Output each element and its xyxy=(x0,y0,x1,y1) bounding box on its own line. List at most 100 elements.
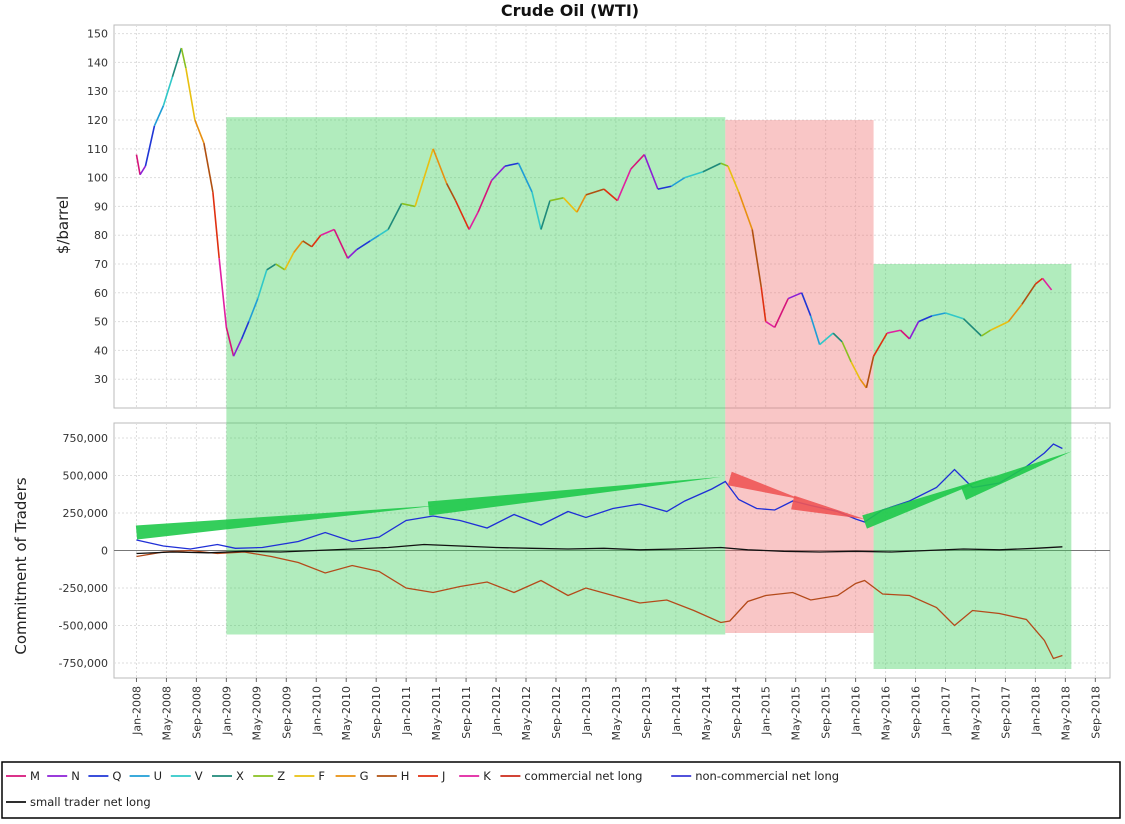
price-segment xyxy=(320,228,335,236)
legend-label: commercial net long xyxy=(524,769,642,783)
x-tick-label: Sep-2011 xyxy=(460,686,473,739)
price-segment xyxy=(1007,303,1023,323)
price-segment xyxy=(284,252,295,271)
price-segment xyxy=(240,321,250,340)
price-segment xyxy=(886,329,901,334)
price-segment xyxy=(180,47,187,69)
price-segment xyxy=(477,180,493,213)
legend-label: Z xyxy=(277,769,285,783)
price-y-tick-label: 120 xyxy=(87,114,108,127)
x-tick-label: Jan-2013 xyxy=(580,686,593,736)
price-segment xyxy=(918,315,933,323)
price-segment xyxy=(414,148,434,207)
price-segment xyxy=(765,320,776,329)
price-segment xyxy=(990,320,1009,331)
x-tick-label: Jan-2011 xyxy=(400,686,413,736)
price-segment xyxy=(401,202,416,208)
legend-label: M xyxy=(30,769,40,783)
price-segment xyxy=(531,191,542,230)
x-tick-label: May-2010 xyxy=(340,686,353,741)
price-segment xyxy=(841,341,852,363)
x-tick-label: May-2016 xyxy=(880,686,893,741)
price-segment xyxy=(356,240,371,251)
price-segment xyxy=(144,125,156,167)
trend-arrow xyxy=(960,451,1072,501)
price-segment xyxy=(225,327,235,357)
cot-region-bearish xyxy=(725,423,874,633)
price-segment xyxy=(981,329,991,337)
cot-region-bullish xyxy=(873,423,1072,669)
price-segment xyxy=(585,188,605,196)
legend-label: non-commercial net long xyxy=(695,769,839,783)
region-connector-bullish xyxy=(226,408,726,423)
x-tick-label: Sep-2012 xyxy=(550,686,563,739)
price-segment xyxy=(1034,277,1044,285)
legend-label: J xyxy=(441,769,445,783)
price-segment xyxy=(378,228,389,236)
x-tick-label: Sep-2008 xyxy=(190,686,203,739)
x-tick-label: Sep-2015 xyxy=(820,686,833,739)
price-segment xyxy=(139,165,147,176)
price-segment xyxy=(945,312,964,320)
price-segment xyxy=(562,197,578,213)
cot-series-commercial-net-long xyxy=(136,549,1063,660)
trend-arrow xyxy=(427,477,721,516)
x-tick-label: May-2011 xyxy=(430,686,443,741)
price-segment xyxy=(504,162,519,167)
price-segment xyxy=(800,292,812,317)
price-y-tick-label: 140 xyxy=(87,56,108,69)
price-segment xyxy=(275,263,286,271)
x-tick-label: Sep-2018 xyxy=(1089,686,1102,739)
price-segment xyxy=(454,200,470,230)
price-segment xyxy=(135,154,141,175)
cot-y-tick-label: 250,000 xyxy=(63,507,109,520)
price-segment xyxy=(490,165,506,182)
x-tick-label: Jan-2015 xyxy=(760,686,773,736)
x-tick-label: Jan-2008 xyxy=(130,686,143,736)
price-segment xyxy=(727,165,740,193)
price-segment xyxy=(1041,277,1053,291)
x-tick-label: Sep-2014 xyxy=(730,686,743,739)
price-segment xyxy=(859,378,868,389)
legend-label: K xyxy=(483,769,491,783)
price-segment xyxy=(630,154,645,170)
x-tick-label: Sep-2009 xyxy=(280,686,293,739)
x-tick-label: Jan-2018 xyxy=(1029,686,1042,736)
x-tick-label: Jan-2017 xyxy=(939,686,952,736)
price-y-tick-label: 130 xyxy=(87,85,108,98)
x-tick-label: Sep-2010 xyxy=(370,686,383,739)
price-segment xyxy=(468,211,479,230)
legend-box xyxy=(1,761,1121,819)
price-y-tick-label: 70 xyxy=(94,258,108,271)
x-tick-label: Sep-2016 xyxy=(910,686,923,739)
price-segment xyxy=(760,286,767,322)
x-tick-label: May-2015 xyxy=(790,686,803,741)
price-y-tick-label: 90 xyxy=(94,200,108,213)
x-tick-label: May-2017 xyxy=(969,686,982,741)
cot-y-tick-label: 0 xyxy=(101,545,108,558)
cot-y-tick-label: 750,000 xyxy=(63,432,109,445)
price-segment xyxy=(257,269,268,299)
price-panel-background xyxy=(113,24,1111,409)
price-segment xyxy=(1021,283,1037,305)
price-segment xyxy=(218,258,228,328)
price-segment xyxy=(670,176,686,187)
price-region-bearish xyxy=(725,120,874,408)
price-y-axis-label: $/barrel xyxy=(54,196,72,254)
price-segment xyxy=(387,203,403,230)
price-segment xyxy=(865,355,875,389)
cot-y-tick-label: -750,000 xyxy=(59,657,108,670)
price-segment xyxy=(657,185,672,190)
cot-series-small-trader-net-long xyxy=(136,543,1063,555)
price-segment xyxy=(832,332,843,343)
x-tick-label: May-2009 xyxy=(250,686,263,741)
x-tick-label: Jan-2016 xyxy=(850,686,863,736)
price-segment xyxy=(931,312,946,317)
price-segment xyxy=(333,229,349,259)
price-segment xyxy=(445,183,457,202)
price-region-bullish xyxy=(873,264,1072,408)
price-segment xyxy=(603,188,618,202)
region-connector-bullish xyxy=(873,408,1072,423)
